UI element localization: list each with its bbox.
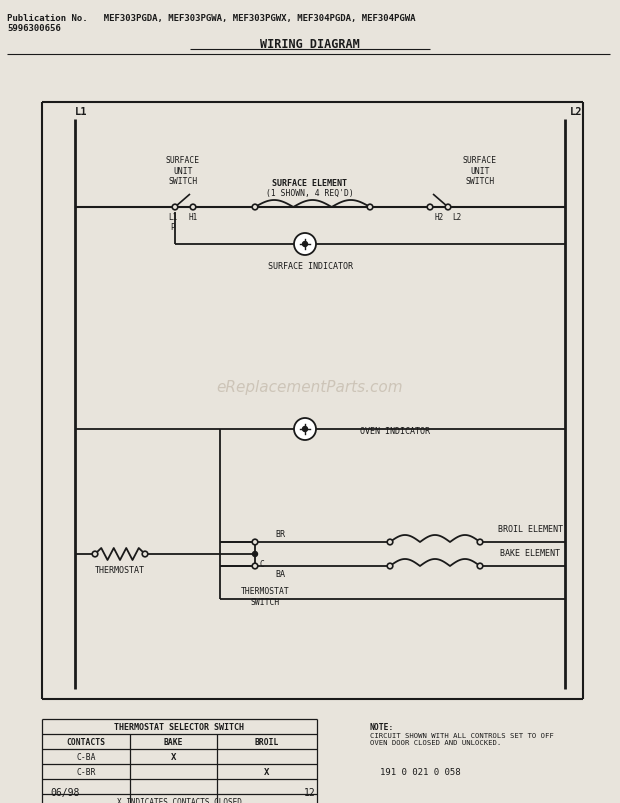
Text: C-BR: C-BR: [76, 767, 95, 776]
Circle shape: [367, 205, 373, 210]
Text: BAKE ELEMENT: BAKE ELEMENT: [500, 548, 560, 558]
Text: BR: BR: [275, 530, 285, 539]
Circle shape: [303, 427, 308, 432]
Text: P: P: [170, 223, 175, 232]
Text: H2: H2: [435, 214, 444, 222]
Text: X: X: [171, 752, 176, 761]
Text: OVEN INDICATOR: OVEN INDICATOR: [360, 427, 430, 436]
Text: CIRCUIT SHOWN WITH ALL CONTROLS SET TO OFF
OVEN DOOR CLOSED AND UNLOCKED.: CIRCUIT SHOWN WITH ALL CONTROLS SET TO O…: [370, 732, 554, 745]
Circle shape: [92, 552, 98, 557]
Circle shape: [427, 205, 433, 210]
Text: (1 SHOWN, 4 REQ'D): (1 SHOWN, 4 REQ'D): [266, 188, 354, 198]
Text: C-BA: C-BA: [76, 752, 95, 761]
Circle shape: [477, 564, 483, 569]
Text: SURFACE
UNIT
SWITCH: SURFACE UNIT SWITCH: [463, 156, 497, 185]
Text: BAKE: BAKE: [164, 737, 184, 746]
Text: 191 0 021 0 058: 191 0 021 0 058: [379, 767, 460, 776]
Circle shape: [294, 234, 316, 255]
Text: L2: L2: [453, 214, 462, 222]
Text: L1: L1: [75, 107, 87, 117]
Circle shape: [190, 205, 196, 210]
Text: H1: H1: [188, 214, 198, 222]
Text: L1: L1: [169, 214, 177, 222]
Circle shape: [294, 418, 316, 441]
Circle shape: [477, 540, 483, 545]
Text: WIRING DIAGRAM: WIRING DIAGRAM: [260, 38, 360, 51]
Text: C: C: [259, 560, 264, 569]
Circle shape: [252, 540, 258, 545]
Text: THERMOSTAT: THERMOSTAT: [95, 566, 145, 575]
Circle shape: [388, 564, 393, 569]
Text: eReplacementParts.com: eReplacementParts.com: [216, 380, 404, 395]
Circle shape: [303, 243, 308, 247]
Text: X: X: [264, 767, 270, 776]
Text: SURFACE INDICATOR: SURFACE INDICATOR: [267, 262, 353, 271]
Text: BA: BA: [275, 570, 285, 579]
Text: L2: L2: [570, 107, 583, 117]
Text: SURFACE
UNIT
SWITCH: SURFACE UNIT SWITCH: [166, 156, 200, 185]
Text: BROIL ELEMENT: BROIL ELEMENT: [497, 525, 562, 534]
Text: X INDICATES CONTACTS CLOSED: X INDICATES CONTACTS CLOSED: [117, 797, 242, 803]
Text: Publication No.   MEF303PGDA, MEF303PGWA, MEF303PGWX, MEF304PGDA, MEF304PGWA: Publication No. MEF303PGDA, MEF303PGWA, …: [7, 14, 415, 23]
Text: THERMOSTAT
SWITCH: THERMOSTAT SWITCH: [241, 586, 290, 606]
Circle shape: [388, 540, 393, 545]
Text: THERMOSTAT SELECTOR SWITCH: THERMOSTAT SELECTOR SWITCH: [115, 722, 244, 731]
Circle shape: [172, 205, 178, 210]
Circle shape: [252, 564, 258, 569]
Text: BROIL: BROIL: [255, 737, 279, 746]
Circle shape: [252, 205, 258, 210]
Circle shape: [252, 552, 257, 556]
Circle shape: [142, 552, 148, 557]
Text: SURFACE ELEMENT: SURFACE ELEMENT: [273, 178, 347, 187]
Text: NOTE:: NOTE:: [370, 722, 394, 731]
Circle shape: [445, 205, 451, 210]
Text: 06/98: 06/98: [50, 787, 79, 797]
Text: CONTACTS: CONTACTS: [66, 737, 105, 746]
Text: 5996300656: 5996300656: [7, 24, 61, 33]
Text: 12: 12: [304, 787, 316, 797]
